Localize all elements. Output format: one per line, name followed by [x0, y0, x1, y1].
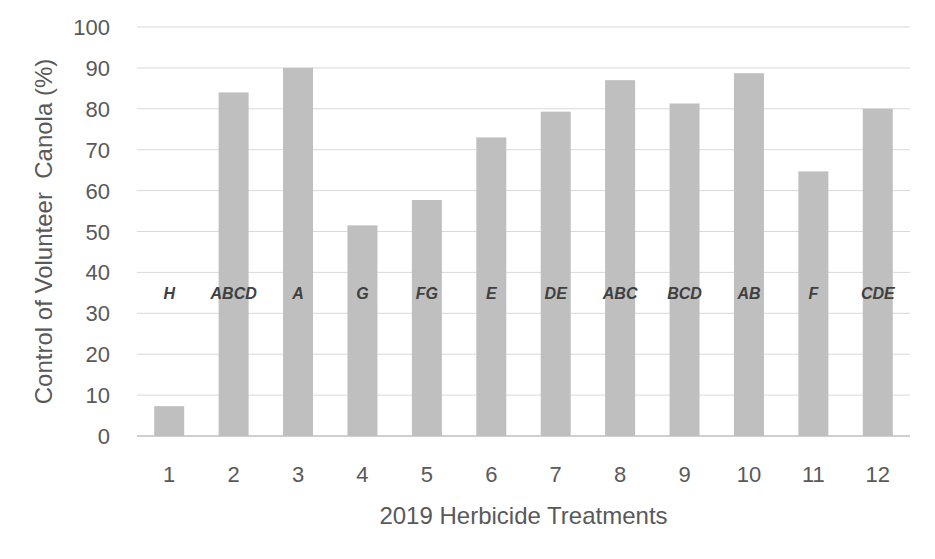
grid-line — [137, 272, 910, 273]
y-tick-label: 90 — [86, 56, 110, 81]
x-axis-line — [137, 436, 910, 437]
bar — [219, 92, 249, 436]
x-tick-label: 3 — [292, 462, 304, 487]
bar — [798, 171, 828, 436]
y-tick-label: 70 — [86, 138, 110, 163]
annotation: DE — [545, 285, 569, 302]
annotation: E — [486, 285, 498, 302]
grid-line — [137, 395, 910, 396]
grid-line — [137, 149, 910, 150]
x-tick-label: 10 — [737, 462, 761, 487]
grid-line — [137, 313, 910, 314]
annotation: ABCD — [210, 285, 258, 302]
y-tick-label: 80 — [86, 97, 110, 122]
bar — [476, 137, 506, 436]
x-tick-label: 9 — [678, 462, 690, 487]
y-tick-label: 100 — [73, 15, 110, 40]
x-tick-label: 12 — [866, 462, 890, 487]
y-tick-label: 30 — [86, 301, 110, 326]
annotation: CDE — [861, 285, 896, 302]
grid-line — [137, 190, 910, 191]
chart-container: 0 10 20 30 40 50 60 70 80 90 100 H ABCD A G FG E DE ABC BCD… — [0, 0, 935, 559]
grid-line — [137, 231, 910, 232]
grid-line — [137, 108, 910, 109]
bars — [154, 68, 893, 436]
chart-svg: 0 10 20 30 40 50 60 70 80 90 100 H ABCD A G FG E DE ABC BCD… — [0, 0, 935, 559]
x-tick-label: 7 — [550, 462, 562, 487]
grid-line — [137, 436, 910, 437]
y-axis-title: Control of Volunteer Canola (%) — [30, 59, 57, 405]
bar — [605, 80, 635, 436]
bar — [347, 225, 377, 436]
bar — [541, 112, 571, 436]
bar — [734, 73, 764, 436]
x-tick-label: 2 — [228, 462, 240, 487]
y-tick-label: 40 — [86, 260, 110, 285]
annotation: H — [163, 285, 175, 302]
bar — [154, 406, 184, 436]
bar — [863, 109, 893, 436]
y-tick-label: 60 — [86, 179, 110, 204]
annotation: F — [808, 285, 819, 302]
annotation: G — [356, 285, 368, 302]
y-tick-label: 20 — [86, 342, 110, 367]
x-axis-title: 2019 Herbicide Treatments — [379, 502, 667, 529]
grid-line — [137, 354, 910, 355]
x-tick-label: 6 — [485, 462, 497, 487]
grid — [137, 27, 910, 436]
y-tick-label: 0 — [98, 424, 110, 449]
bar — [412, 200, 442, 436]
y-tick-label: 50 — [86, 220, 110, 245]
bar — [283, 68, 313, 436]
bar — [670, 103, 700, 436]
annotation: FG — [416, 285, 438, 302]
grid-line — [137, 27, 910, 28]
y-tick-label: 10 — [86, 383, 110, 408]
x-tick-label: 5 — [421, 462, 433, 487]
annotation: ABC — [602, 285, 638, 302]
annotation: AB — [736, 285, 760, 302]
x-tick-label: 4 — [356, 462, 368, 487]
x-tick-label: 1 — [163, 462, 175, 487]
x-tick-label: 11 — [802, 462, 825, 487]
x-tick-label: 8 — [614, 462, 626, 487]
grid-line — [137, 67, 910, 68]
annotation: A — [291, 285, 304, 302]
annotation: BCD — [667, 285, 702, 302]
